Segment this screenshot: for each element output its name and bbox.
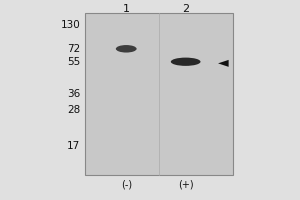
Text: 28: 28 [67, 105, 80, 115]
Text: ◄: ◄ [218, 55, 229, 69]
Text: 130: 130 [60, 20, 80, 30]
Text: 1: 1 [123, 4, 130, 14]
Text: (+): (+) [178, 180, 194, 190]
Text: 72: 72 [67, 44, 80, 54]
Text: 17: 17 [67, 141, 80, 151]
Bar [85, 13, 233, 175]
Text: 55: 55 [67, 57, 80, 67]
Text: 36: 36 [67, 89, 80, 99]
Ellipse shape [116, 45, 136, 53]
Text: 2: 2 [182, 4, 189, 14]
Text: (-): (-) [121, 180, 132, 190]
Ellipse shape [171, 58, 200, 66]
